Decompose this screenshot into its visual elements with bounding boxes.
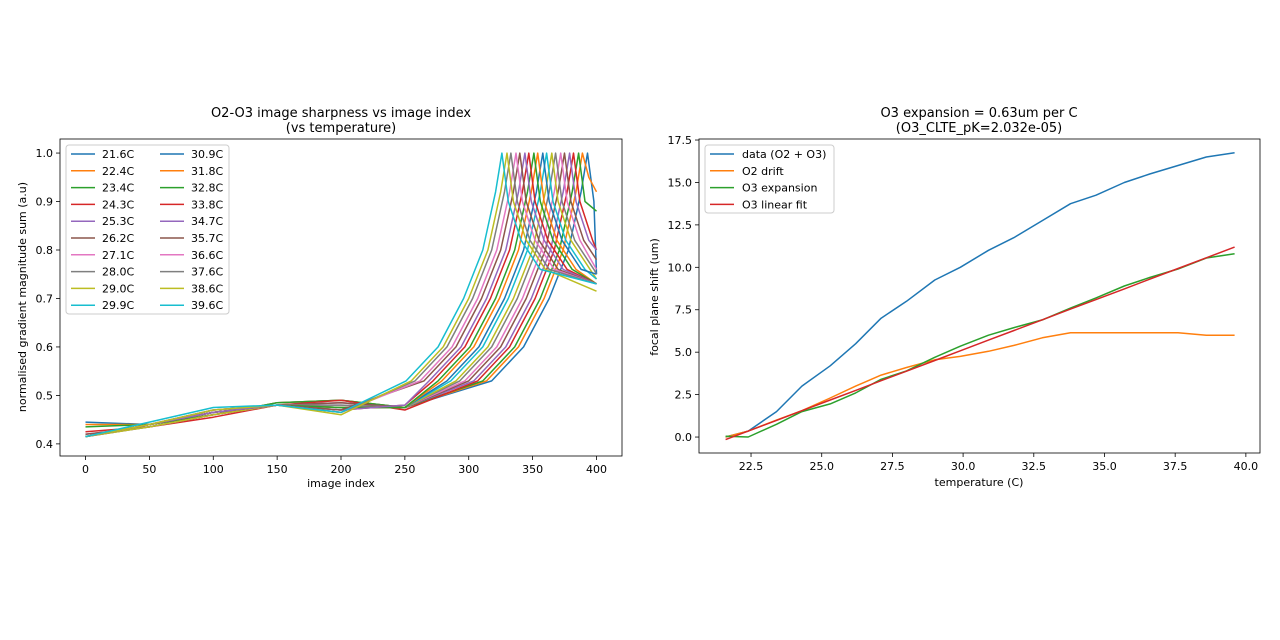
series-line-O3-linear-fit <box>725 246 1235 441</box>
axes-frame <box>59 138 623 457</box>
legend-label: 33.8C <box>191 198 223 211</box>
series-line-24.3C <box>85 152 598 433</box>
chart-subtitle: (vs temperature) <box>286 121 396 136</box>
legend-label: 30.9C <box>191 148 223 161</box>
sharpness-chart: O2-O3 image sharpness vs image index (vs… <box>16 106 623 490</box>
x-tick-label: 22.5 <box>739 460 764 473</box>
y-tick-label: 5.0 <box>675 346 693 359</box>
x-tick-label: 400 <box>586 463 607 476</box>
y-tick-label: 0.0 <box>675 431 693 444</box>
legend-label: 38.6C <box>191 282 223 295</box>
x-tick-label: 100 <box>203 463 224 476</box>
chart-title: O2-O3 image sharpness vs image index <box>211 106 471 121</box>
series-lines <box>85 152 598 438</box>
legend-label: 37.6C <box>191 266 223 279</box>
x-tick-label: 32.5 <box>1022 460 1047 473</box>
expansion-chart: O3 expansion = 0.63um per C (O3_CLTE_pK=… <box>648 106 1261 489</box>
series-line-38.6C <box>85 152 597 438</box>
x-tick-label: 250 <box>394 463 415 476</box>
legend-label: 35.7C <box>191 232 223 245</box>
y-tick-label: 0.9 <box>36 196 54 209</box>
y-axis-label: normalised gradient magnitude sum (a.u) <box>16 182 29 412</box>
x-tick-label: 35.0 <box>1092 460 1117 473</box>
legend-label: O2 drift <box>742 165 784 178</box>
series-line-29.0C <box>85 152 598 438</box>
legend-label: O3 linear fit <box>742 198 808 211</box>
x-tick-label: 27.5 <box>880 460 905 473</box>
legend-label: O3 expansion <box>742 182 817 195</box>
legend-label: 22.4C <box>102 165 134 178</box>
series-line-O2-drift <box>725 331 1235 438</box>
x-tick-label: 300 <box>458 463 479 476</box>
legend-label: 36.6C <box>191 249 223 262</box>
chart-title: O3 expansion = 0.63um per C <box>880 106 1077 121</box>
y-tick-label: 17.5 <box>668 134 693 147</box>
y-tick-label: 0.6 <box>36 341 54 354</box>
y-tick-label: 0.8 <box>36 244 54 257</box>
x-tick-label: 25.0 <box>809 460 834 473</box>
x-tick-label: 37.5 <box>1163 460 1188 473</box>
series-line-O3-expansion <box>725 252 1235 438</box>
y-tick-label: 12.5 <box>668 219 693 232</box>
y-tick-label: 15.0 <box>668 176 693 189</box>
x-tick-label: 40.0 <box>1234 460 1259 473</box>
x-tick-label: 30.0 <box>951 460 976 473</box>
x-axis-label: temperature (C) <box>935 476 1024 489</box>
x-tick-label: 0 <box>82 463 89 476</box>
series-line-data-O2-O3- <box>725 151 1235 438</box>
axes-frame <box>698 138 1261 454</box>
y-axis-label: focal plane shift (um) <box>648 238 661 355</box>
legend-label: 31.8C <box>191 165 223 178</box>
legend-label: 34.7C <box>191 215 223 228</box>
x-axis-label: image index <box>307 477 375 490</box>
legend-label: data (O2 + O3) <box>742 148 826 161</box>
x-tick-label: 150 <box>267 463 288 476</box>
legend: data (O2 + O3) O2 drift O3 expansion O3 lin… <box>704 144 835 214</box>
y-tick-label: 2.5 <box>675 389 693 402</box>
legend-box <box>65 144 230 315</box>
legend: 21.6C 22.4C 23.4C 24.3C 25.3C 26.2C 27.1C 28.0C… <box>65 144 230 315</box>
x-tick-label: 50 <box>142 463 156 476</box>
x-tick-label: 200 <box>331 463 352 476</box>
chart-subtitle: (O3_CLTE_pK=2.032e-05) <box>896 121 1062 136</box>
legend-label: 27.1C <box>102 249 134 262</box>
series-line-34.7C <box>85 152 597 438</box>
legend-label: 32.8C <box>191 182 223 195</box>
legend-label: 29.9C <box>102 299 134 312</box>
y-tick-label: 1.0 <box>36 147 54 160</box>
legend-label: 25.3C <box>102 215 134 228</box>
y-tick-label: 0.7 <box>36 292 54 305</box>
y-tick-label: 7.5 <box>675 304 693 317</box>
series-line-39.6C <box>85 152 597 438</box>
legend-label: 21.6C <box>102 148 134 161</box>
legend-box <box>704 144 835 214</box>
y-tick-label: 0.4 <box>36 438 54 451</box>
y-tick-label: 10.0 <box>668 261 693 274</box>
legend-label: 39.6C <box>191 299 223 312</box>
legend-label: 23.4C <box>102 182 134 195</box>
legend-label: 28.0C <box>102 266 134 279</box>
legend-label: 29.0C <box>102 282 134 295</box>
y-tick-label: 0.5 <box>36 389 54 402</box>
legend-label: 26.2C <box>102 232 134 245</box>
series-lines <box>725 151 1235 441</box>
x-tick-label: 350 <box>522 463 543 476</box>
legend-label: 24.3C <box>102 198 134 211</box>
